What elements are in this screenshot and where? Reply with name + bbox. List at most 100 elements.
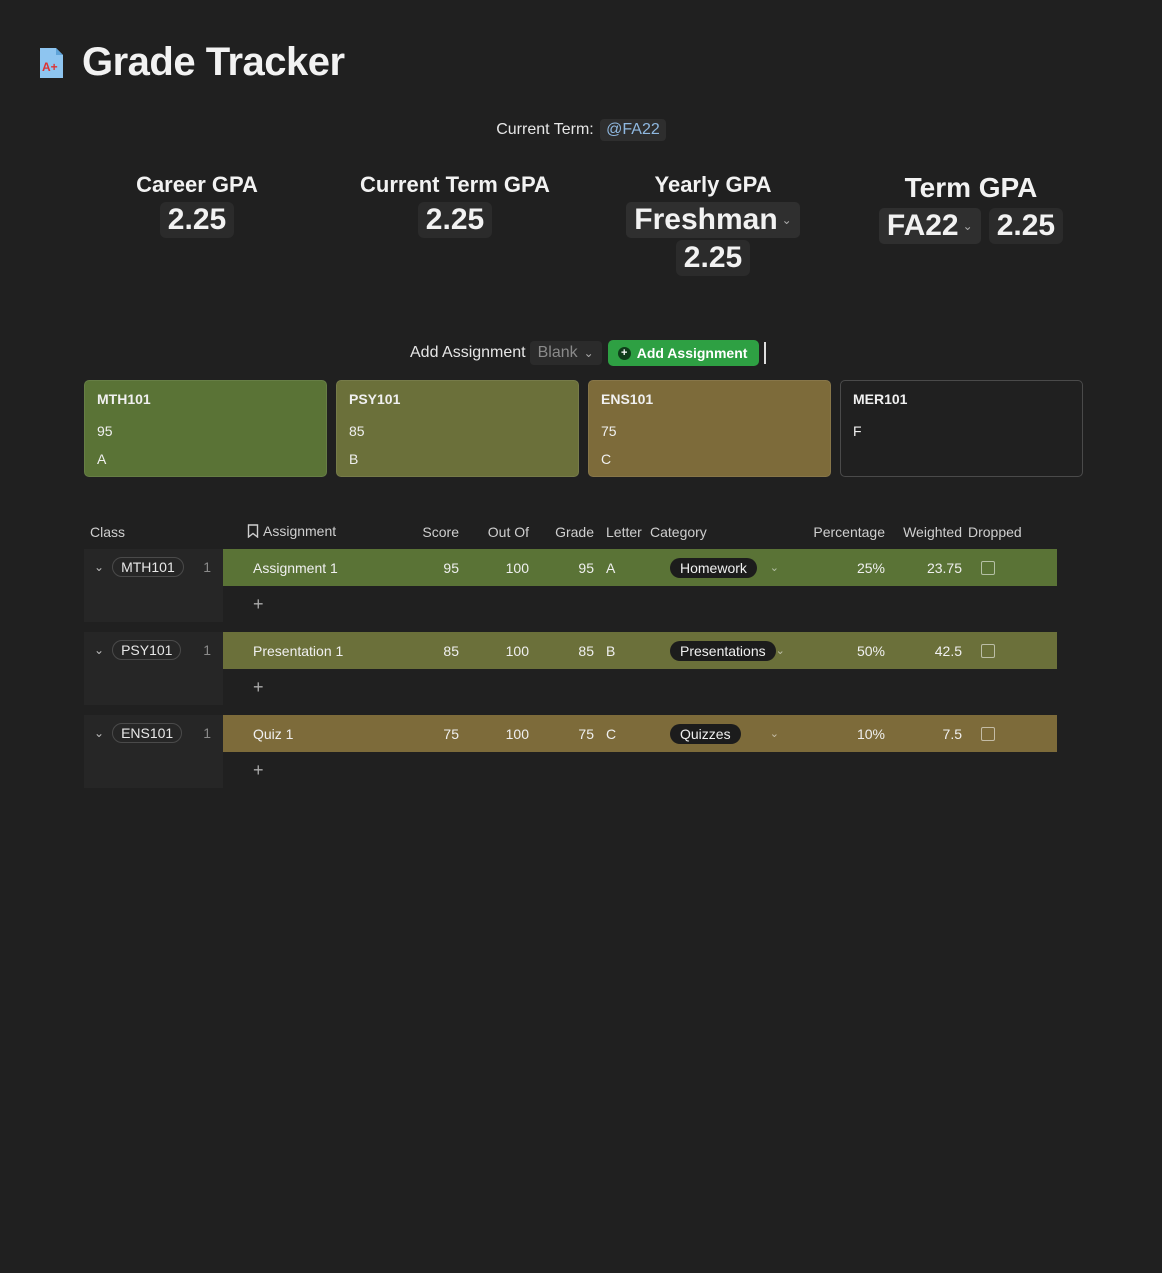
cell-assignment[interactable]: Assignment 1	[253, 559, 338, 576]
current-term-label: Current Term:	[496, 121, 594, 138]
cell-score[interactable]: 85	[443, 642, 459, 659]
card-letter: C	[601, 451, 612, 467]
career-gpa-title: Career GPA	[136, 172, 258, 197]
bookmark-icon	[247, 524, 259, 541]
header-assignment[interactable]: Assignment	[223, 523, 387, 541]
cell-letter: B	[606, 642, 616, 659]
term-gpa-value: 2.25	[988, 208, 1064, 244]
group-header: ⌄ ENS101 1	[84, 715, 223, 788]
card-score: 85	[349, 423, 365, 439]
class-tag[interactable]: MTH101	[112, 557, 184, 577]
cell-assignment[interactable]: Presentation 1	[253, 642, 344, 659]
header-class[interactable]: Class	[90, 524, 126, 540]
cell-weighted: 7.5	[942, 725, 962, 742]
chevron-down-icon[interactable]: ⌄	[94, 560, 105, 574]
chevron-down-icon[interactable]: ⌄	[94, 726, 105, 740]
header-score[interactable]: Score	[422, 524, 459, 540]
chevron-down-icon: ⌄	[583, 346, 594, 360]
template-select[interactable]: Blank ⌄	[529, 341, 602, 365]
cell-grade: 75	[578, 725, 594, 742]
plus-circle-icon: +	[617, 346, 631, 360]
card-letter: B	[349, 451, 359, 467]
yearly-gpa-title: Yearly GPA	[654, 172, 772, 197]
group-header: ⌄ MTH101 1	[84, 549, 223, 622]
header-grade[interactable]: Grade	[555, 524, 594, 540]
header-letter[interactable]: Letter	[606, 524, 642, 540]
table-row[interactable]: Presentation 1 85 100 85 B Presentations…	[223, 632, 1057, 669]
header-weighted[interactable]: Weighted	[903, 524, 962, 540]
header-assignment-label: Assignment	[263, 523, 337, 539]
header-percentage[interactable]: Percentage	[813, 524, 885, 540]
header-category[interactable]: Category	[650, 524, 707, 540]
cell-out-of[interactable]: 100	[505, 725, 529, 742]
card-score: 95	[97, 423, 113, 439]
assignments-table: Class Assignment Score Out Of Grade Lett…	[84, 515, 1057, 798]
card-score: F	[853, 423, 862, 439]
card-class-name: MTH101	[97, 391, 151, 407]
term-select-value: FA22	[886, 209, 959, 242]
career-gpa-value: 2.25	[159, 202, 235, 238]
add-row-button[interactable]: +	[253, 676, 264, 697]
table-header: Class Assignment Score Out Of Grade Lett…	[84, 515, 1057, 549]
cell-category[interactable]: Homework ⌄	[650, 557, 809, 578]
class-cards: MTH101 95 A PSY101 85 B ENS101 75 C MER1…	[84, 380, 1083, 477]
term-gpa-block: Term GPA FA22 ⌄ 2.25	[862, 172, 1080, 244]
cell-grade: 85	[578, 642, 594, 659]
card-letter: A	[97, 451, 107, 467]
category-tag: Quizzes	[670, 723, 741, 744]
yearly-gpa-block: Yearly GPA Freshman ⌄ 2.25	[613, 172, 813, 276]
class-tag[interactable]: PSY101	[112, 640, 182, 660]
cell-category[interactable]: Quizzes ⌄	[650, 723, 809, 744]
header-dropped[interactable]: Dropped	[968, 524, 1022, 540]
cell-category[interactable]: Presentations ⌄	[650, 640, 809, 661]
table-row[interactable]: Quiz 1 75 100 75 C Quizzes ⌄ 10% 7.5	[223, 715, 1057, 752]
year-select-value: Freshman	[634, 203, 778, 236]
text-cursor	[764, 342, 767, 364]
career-gpa-block: Career GPA 2.25	[117, 172, 277, 238]
class-card-mth101[interactable]: MTH101 95 A	[84, 380, 327, 477]
dropped-checkbox[interactable]	[981, 726, 995, 741]
card-class-name: MER101	[853, 391, 908, 407]
term-mention-link[interactable]: @FA22	[600, 119, 666, 141]
add-row-button[interactable]: +	[253, 593, 264, 614]
yearly-gpa-value: 2.25	[675, 240, 751, 276]
table-group-ens101: ⌄ ENS101 1 Quiz 1 75 100 75 C Quizzes ⌄ …	[84, 715, 1057, 788]
chevron-down-icon: ⌄	[769, 728, 779, 740]
year-select[interactable]: Freshman ⌄	[626, 202, 800, 238]
cell-weighted: 42.5	[934, 642, 962, 659]
header-out-of[interactable]: Out Of	[487, 524, 529, 540]
category-tag: Presentations	[670, 640, 776, 661]
class-card-ens101[interactable]: ENS101 75 C	[588, 380, 831, 477]
cell-out-of[interactable]: 100	[505, 559, 529, 576]
card-class-name: ENS101	[601, 391, 654, 407]
chevron-down-icon: ⌄	[962, 219, 973, 233]
add-assignment-button[interactable]: + Add Assignment	[607, 340, 760, 366]
class-tag[interactable]: ENS101	[112, 723, 183, 743]
term-select[interactable]: FA22 ⌄	[878, 208, 981, 244]
cell-dropped	[962, 726, 1037, 741]
card-score: 75	[601, 423, 617, 439]
term-gpa-title: Term GPA	[904, 172, 1038, 203]
category-tag: Homework	[670, 557, 757, 578]
chevron-down-icon[interactable]: ⌄	[94, 643, 105, 657]
class-card-psy101[interactable]: PSY101 85 B	[336, 380, 579, 477]
add-assignment-label: Add Assignment	[410, 344, 526, 361]
add-assignment-button-label: Add Assignment	[636, 345, 748, 361]
table-row[interactable]: Assignment 1 95 100 95 A Homework ⌄ 25% …	[223, 549, 1057, 586]
cell-weighted: 23.75	[926, 559, 962, 576]
table-group-mth101: ⌄ MTH101 1 Assignment 1 95 100 95 A Home…	[84, 549, 1057, 622]
current-term-line: Current Term: @FA22	[0, 119, 1162, 141]
a-plus-document-icon: A+	[38, 47, 64, 79]
cell-score[interactable]: 95	[443, 559, 459, 576]
add-assignment-row: Add Assignment Blank ⌄ + Add Assignment	[410, 340, 767, 366]
class-card-mer101[interactable]: MER101 F	[840, 380, 1083, 477]
dropped-checkbox[interactable]	[981, 643, 995, 658]
cell-assignment[interactable]: Quiz 1	[253, 725, 294, 742]
cell-out-of[interactable]: 100	[505, 642, 529, 659]
chevron-down-icon: ⌄	[775, 645, 785, 657]
current-term-gpa-block: Current Term GPA 2.25	[345, 172, 565, 238]
add-row-button[interactable]: +	[253, 759, 264, 780]
dropped-checkbox[interactable]	[981, 560, 995, 575]
card-class-name: PSY101	[349, 391, 401, 407]
cell-score[interactable]: 75	[443, 725, 459, 742]
